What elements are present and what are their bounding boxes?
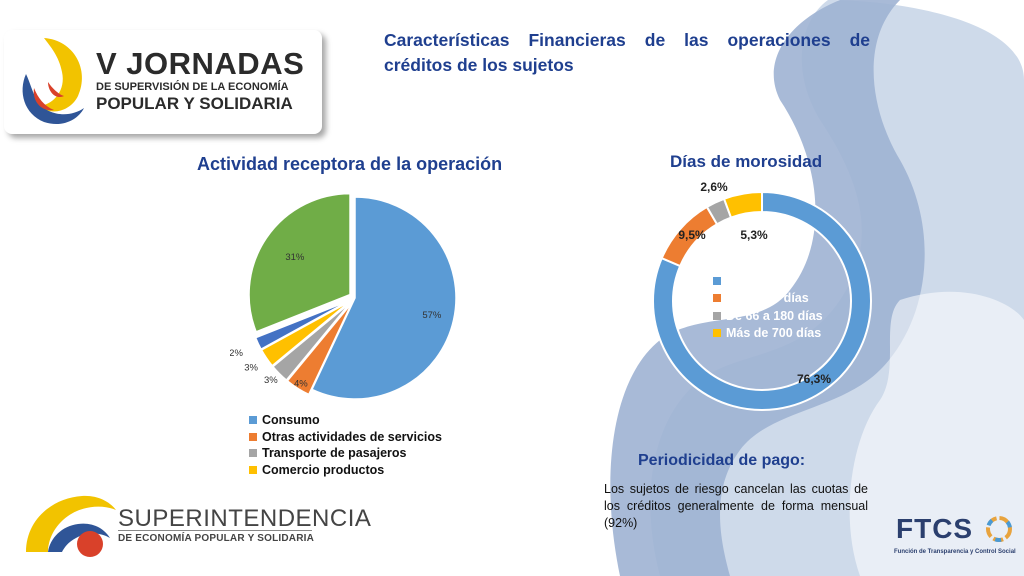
legend-label: Consumo xyxy=(262,413,320,428)
superintendencia-divider xyxy=(118,530,312,531)
legend-item-consumo: Consumo xyxy=(249,412,442,429)
payment-frequency-text: Los sujetos de riesgo cancelan las cuota… xyxy=(604,482,868,530)
doughnut-segment xyxy=(722,190,763,219)
doughnut-chart-title: Días de morosidad xyxy=(670,152,823,171)
pie-data-label: 3% xyxy=(264,375,278,386)
legend-item-66-180: De 66 a 180 días xyxy=(713,307,823,325)
legend-label: Más de 700 días xyxy=(726,326,822,341)
legend-item-700: Más de 700 días xyxy=(713,325,823,343)
doughnut-data-label: 5,3% xyxy=(740,228,768,242)
legend-swatch-transporte xyxy=(249,449,257,458)
pie-data-label: 57% xyxy=(422,310,442,321)
legend-swatch-1-30 xyxy=(713,294,721,303)
doughnut-segment xyxy=(652,190,872,411)
pie-slice xyxy=(248,192,351,333)
legend-item-otras: Otras actividades de servicios xyxy=(249,429,442,446)
legend-item-transporte: Transporte de pasajeros xyxy=(249,445,442,462)
pie-slice xyxy=(310,196,457,400)
pie-data-label: 31% xyxy=(285,252,305,263)
legend-swatch-sin-mora xyxy=(713,276,721,285)
legend-label: Comercio productos xyxy=(262,462,385,477)
legend-item-1-30: De 1 a 30 días xyxy=(713,290,823,308)
jornadas-emblem-icon xyxy=(22,38,85,125)
legend-swatch-700 xyxy=(713,329,721,338)
ftcs-ring-icon xyxy=(986,516,1012,542)
legend-swatch-consumo xyxy=(249,416,257,425)
legend-label: De 66 a 180 días xyxy=(726,308,823,323)
jornadas-subtitle: DE SUPERVISIÓN DE LA ECONOMÍA xyxy=(96,81,289,93)
legend-swatch-otras xyxy=(249,432,257,441)
pie-legend: Consumo Otras actividades de servicios T… xyxy=(249,412,442,478)
pie-data-label: 2% xyxy=(230,348,243,359)
doughnut-legend: Sin mora De 1 a 30 días De 66 a 180 días… xyxy=(713,272,823,342)
pie-data-label: 3% xyxy=(244,362,258,373)
pie-slice xyxy=(271,301,352,382)
doughnut-data-label: 76,3% xyxy=(797,372,831,386)
doughnut-data-label: 9,5% xyxy=(678,228,706,242)
legend-label: Otras actividades de servicios xyxy=(262,429,442,444)
pie-slice xyxy=(286,302,353,396)
legend-label: Transporte de pasajeros xyxy=(262,446,407,461)
activity-pie-chart: 57%4%3%3%2%31% xyxy=(230,192,457,400)
doughnut-data-label: 2,6% xyxy=(700,180,728,194)
superintendencia-subname: DE ECONOMÍA POPULAR Y SOLIDARIA xyxy=(118,533,315,544)
pie-slice xyxy=(254,299,350,351)
payment-frequency-title: Periodicidad de pago: xyxy=(638,452,806,469)
jornadas-logo: V JORNADAS DE SUPERVISIÓN DE LA ECONOMÍA… xyxy=(4,30,322,134)
legend-label: De 1 a 30 días xyxy=(726,291,809,306)
legend-swatch-comercio xyxy=(249,465,257,474)
pie-data-label: 4% xyxy=(294,378,308,389)
legend-label: Sin mora xyxy=(726,273,780,288)
jornadas-subtitle-2: POPULAR Y SOLIDARIA xyxy=(96,94,293,113)
slide-title: Características Financieras de las opera… xyxy=(384,30,870,75)
pie-slice xyxy=(260,300,351,367)
legend-item-sin-mora: Sin mora xyxy=(713,272,823,290)
legend-swatch-66-180 xyxy=(713,311,721,320)
legend-item-comercio: Comercio productos xyxy=(249,462,442,479)
pie-chart-title: Actividad receptora de la operación xyxy=(197,154,503,174)
morosidad-doughnut-chart: 76,3% 9,5% 2,6% 5,3% xyxy=(652,180,872,411)
jornadas-title: V JORNADAS xyxy=(96,46,305,81)
superintendencia-name: SUPERINTENDENCIA xyxy=(118,505,372,532)
ftcs-logo-text: FTCS xyxy=(896,513,974,544)
superintendencia-emblem-icon xyxy=(26,495,116,557)
ftcs-subtitle: Función de Transparencia y Control Socia… xyxy=(894,549,1016,555)
